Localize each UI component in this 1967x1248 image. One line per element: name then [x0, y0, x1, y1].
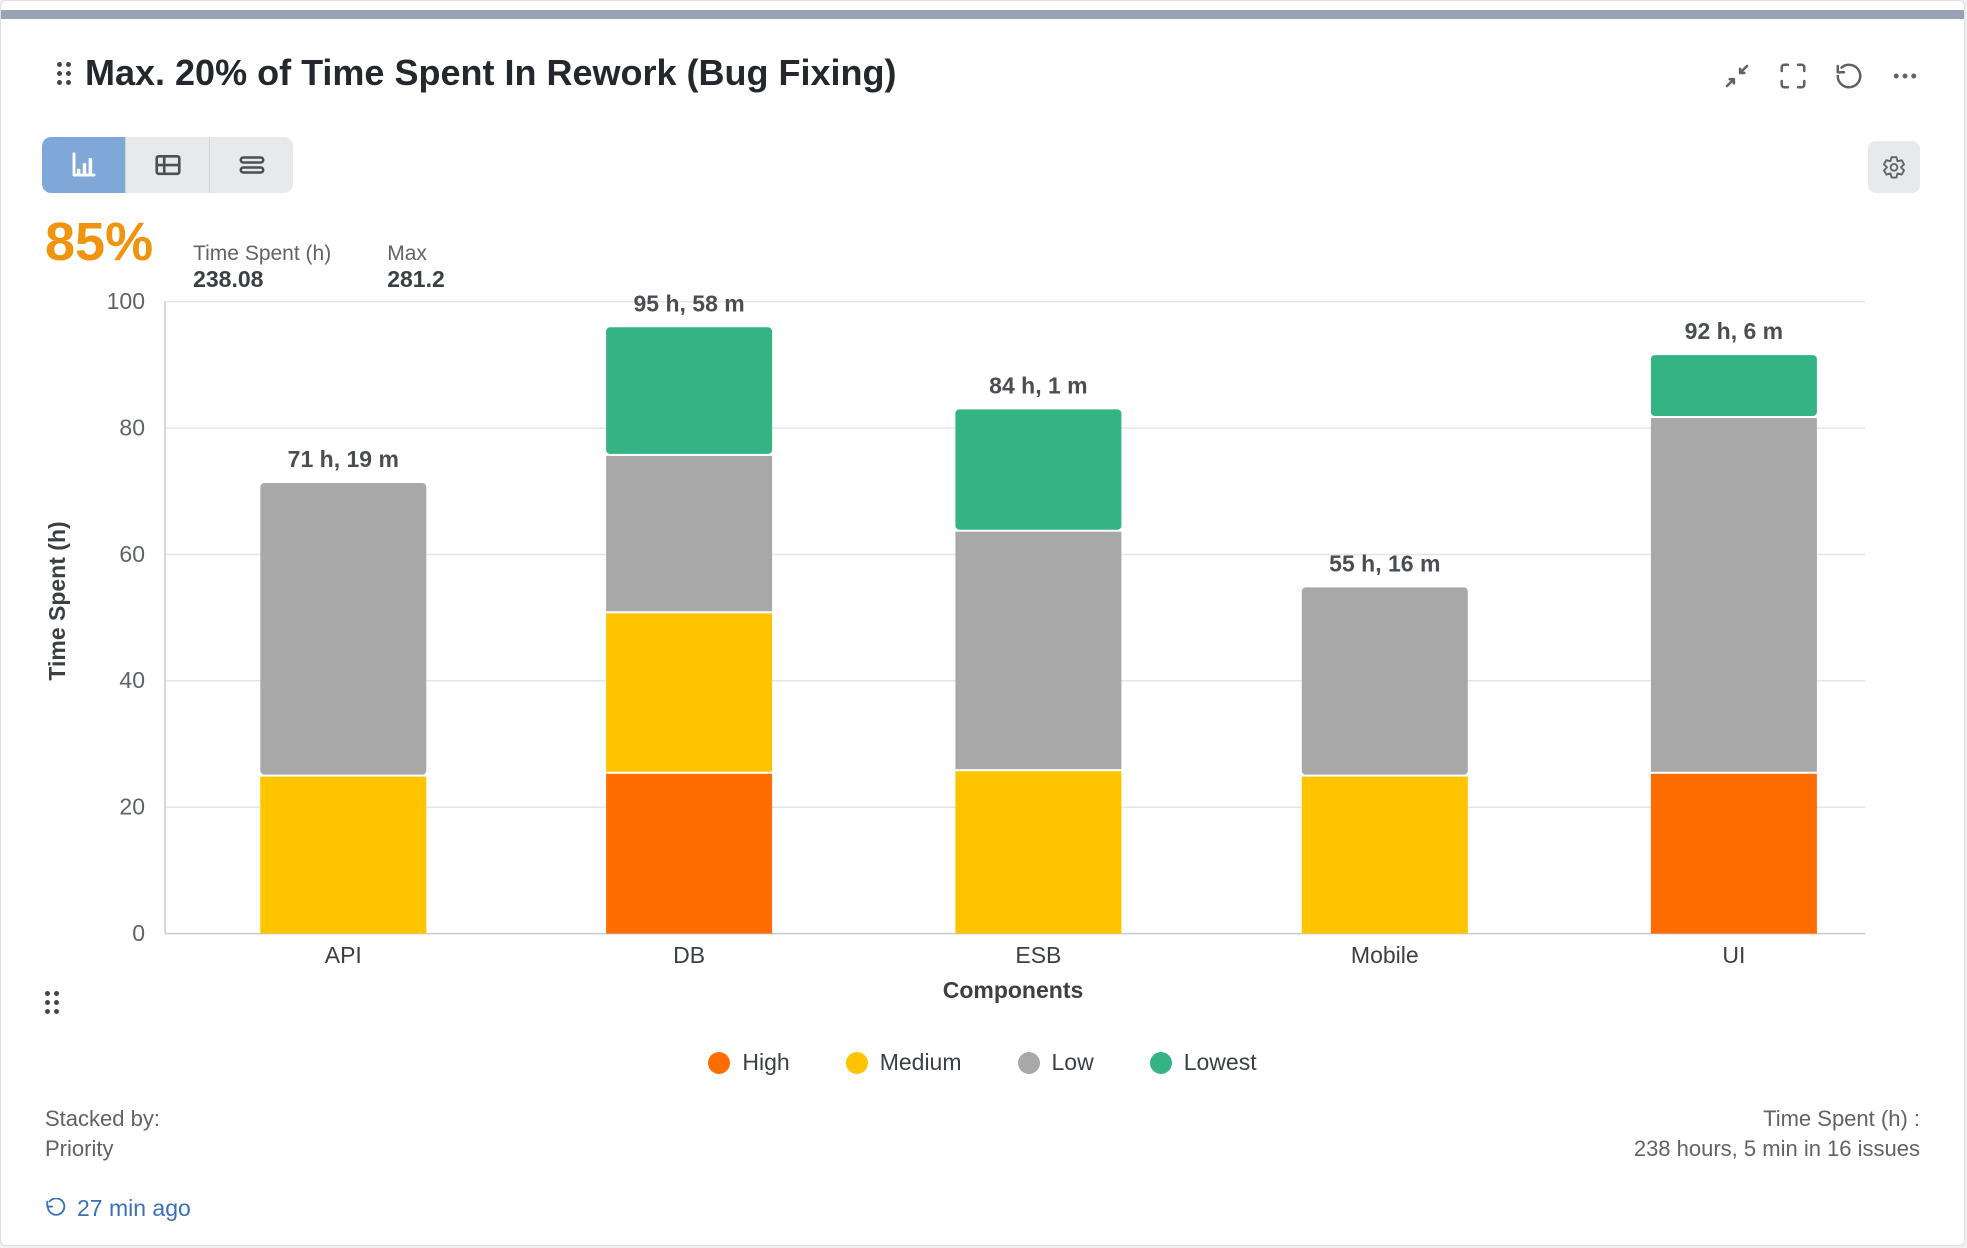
svg-text:Time Spent (h): Time Spent (h)	[44, 521, 70, 680]
svg-text:DB: DB	[673, 942, 705, 968]
svg-text:55 h, 16 m: 55 h, 16 m	[1329, 550, 1440, 576]
svg-text:40: 40	[119, 667, 145, 693]
svg-text:84 h, 1 m: 84 h, 1 m	[989, 372, 1087, 398]
svg-text:API: API	[325, 942, 362, 968]
svg-text:92 h, 6 m: 92 h, 6 m	[1685, 318, 1783, 344]
svg-text:UI: UI	[1722, 942, 1745, 968]
svg-text:Mobile: Mobile	[1351, 942, 1419, 968]
svg-text:60: 60	[119, 541, 145, 567]
svg-text:ESB: ESB	[1015, 942, 1061, 968]
svg-text:100: 100	[107, 288, 145, 314]
svg-text:20: 20	[119, 794, 145, 820]
svg-text:80: 80	[119, 414, 145, 440]
svg-text:Components: Components	[943, 977, 1084, 1003]
svg-text:71 h, 19 m: 71 h, 19 m	[288, 446, 399, 472]
svg-text:0: 0	[132, 920, 145, 946]
svg-text:95 h, 58 m: 95 h, 58 m	[633, 290, 744, 316]
